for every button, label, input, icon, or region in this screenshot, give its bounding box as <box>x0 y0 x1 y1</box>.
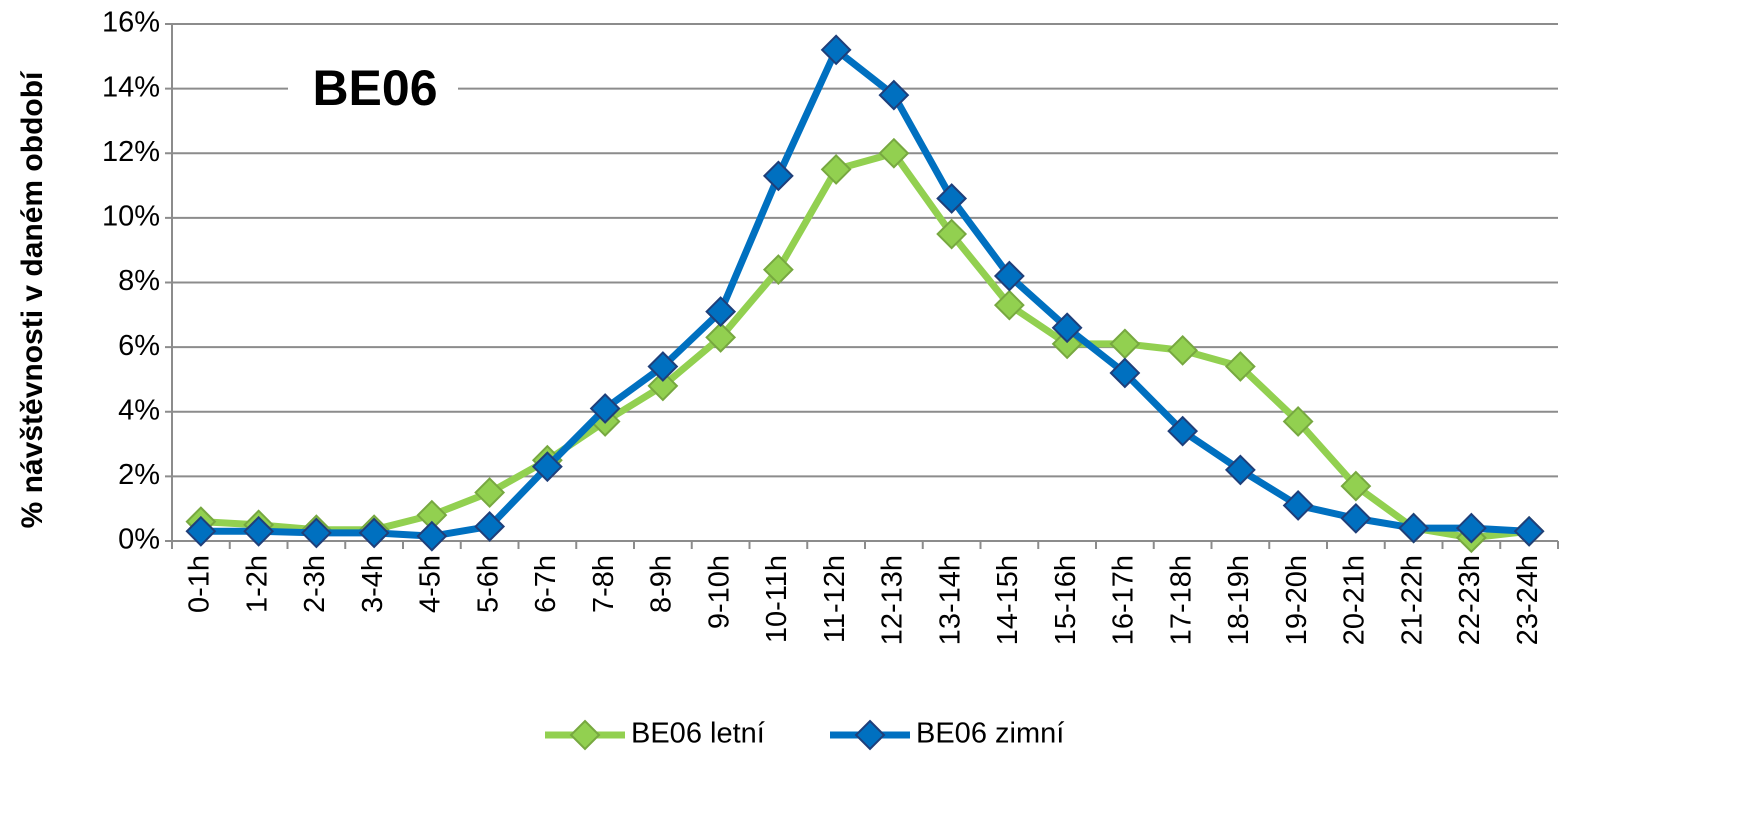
x-tick-label: 16-17h <box>1108 555 1140 645</box>
legend-marker <box>854 719 886 751</box>
marker <box>474 511 506 542</box>
x-tick-label: 8-9h <box>646 555 678 613</box>
annotation-bg <box>288 58 458 120</box>
marker <box>1340 470 1372 502</box>
marker <box>416 520 448 552</box>
x-tick-label: 10-11h <box>761 555 793 643</box>
marker <box>1513 515 1545 547</box>
marker <box>1224 351 1256 382</box>
marker <box>936 183 968 214</box>
marker <box>705 322 737 353</box>
marker <box>589 393 621 424</box>
marker <box>1109 328 1141 360</box>
x-tick-label: 18-19h <box>1223 555 1255 645</box>
marker <box>1340 502 1372 534</box>
y-tick-label: 16% <box>102 7 160 39</box>
marker <box>185 515 217 547</box>
x-tick-label: 22-23h <box>1454 555 1486 645</box>
x-tick-label: 11-12h <box>819 555 851 643</box>
x-tick-label: 17-18h <box>1165 555 1197 645</box>
marker <box>1109 357 1141 389</box>
marker <box>820 153 852 185</box>
marker <box>300 517 332 549</box>
marker <box>531 451 563 483</box>
y-tick-label: 6% <box>118 330 160 362</box>
x-tick-label: 0-1h <box>184 555 216 613</box>
marker <box>1282 490 1314 521</box>
marker <box>647 351 679 382</box>
annotation: BE06 <box>312 60 437 116</box>
legend-label: BE06 letní <box>631 718 765 750</box>
x-tick-label: 21-22h <box>1396 555 1428 645</box>
y-tick-label: 14% <box>102 71 160 103</box>
x-tick-label: 5-6h <box>472 555 504 613</box>
marker <box>705 296 737 327</box>
marker <box>820 34 852 66</box>
x-tick-label: 20-21h <box>1339 555 1371 645</box>
y-tick-label: 2% <box>118 459 160 491</box>
marker <box>474 477 506 508</box>
series-line <box>200 149 1530 542</box>
x-tick-label: 9-10h <box>703 555 735 629</box>
y-axis-label: % návštěvnosti v daném období <box>16 70 49 528</box>
marker <box>243 515 275 547</box>
x-tick-label: 1-2h <box>241 555 273 613</box>
marker <box>358 517 390 549</box>
marker <box>762 160 794 192</box>
y-tick-label: 0% <box>118 524 160 556</box>
marker <box>993 260 1025 292</box>
y-tick-label: 12% <box>102 136 160 168</box>
x-tick-label: 23-24h <box>1512 555 1544 645</box>
legend-marker <box>569 719 601 751</box>
x-tick-label: 14-15h <box>992 555 1024 645</box>
marker <box>1282 406 1314 437</box>
y-tick-label: 10% <box>102 201 160 233</box>
marker <box>878 137 910 169</box>
marker <box>1167 415 1199 447</box>
y-tick-label: 4% <box>118 394 160 426</box>
marker <box>1455 512 1487 544</box>
marker <box>936 218 968 250</box>
x-tick-label: 6-7h <box>530 555 562 613</box>
marker <box>762 254 794 285</box>
marker <box>1167 334 1199 366</box>
x-tick-label: 19-20h <box>1281 555 1313 645</box>
x-tick-label: 12-13h <box>877 555 909 645</box>
marker <box>878 79 910 111</box>
x-tick-label: 3-4h <box>357 555 389 613</box>
marker <box>993 289 1025 321</box>
x-tick-label: 13-14h <box>934 555 966 645</box>
marker <box>1224 454 1256 486</box>
x-tick-label: 2-3h <box>299 555 331 613</box>
x-tick-label: 15-16h <box>1050 555 1082 645</box>
marker <box>1051 312 1083 344</box>
x-tick-label: 7-8h <box>588 555 620 613</box>
marker <box>647 370 679 402</box>
series-line <box>200 46 1530 540</box>
legend-label: BE06 zimní <box>916 718 1064 750</box>
y-tick-label: 8% <box>118 265 160 297</box>
marker <box>1398 512 1430 544</box>
x-tick-label: 4-5h <box>415 555 447 613</box>
